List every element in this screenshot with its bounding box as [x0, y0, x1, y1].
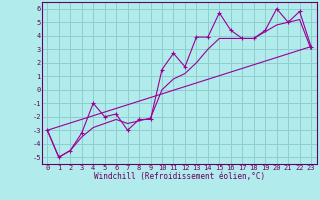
- X-axis label: Windchill (Refroidissement éolien,°C): Windchill (Refroidissement éolien,°C): [94, 172, 265, 181]
